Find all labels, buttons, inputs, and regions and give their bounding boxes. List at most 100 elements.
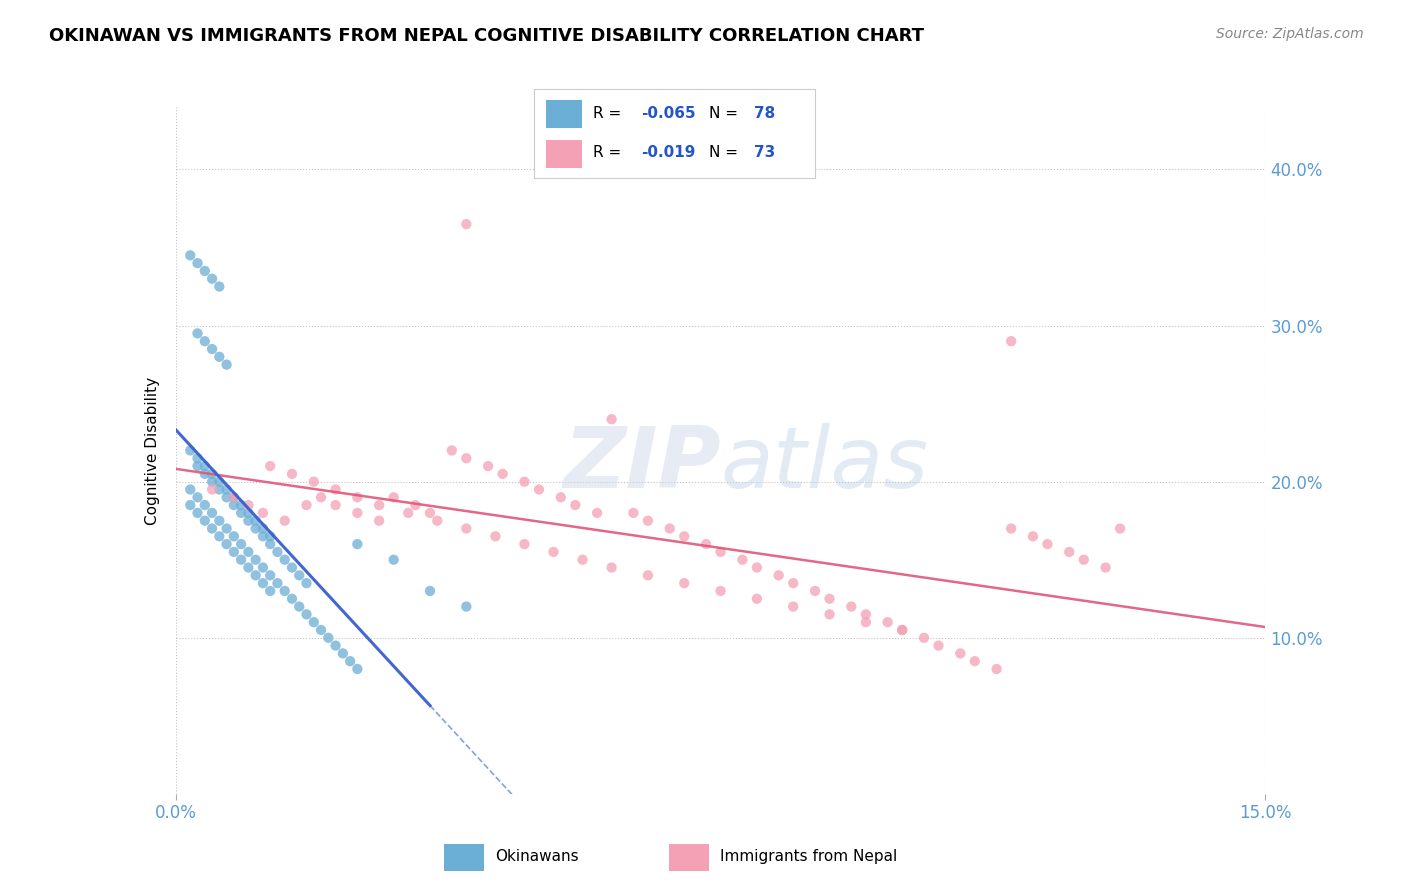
Point [550,490,572,504]
Point [266,576,288,591]
Point [201,475,224,489]
Point [194,458,217,473]
Point [600,560,623,574]
Point [245,514,267,528]
Point [745,591,768,606]
Point [281,591,304,606]
Point [382,552,405,567]
Point [1057,545,1080,559]
Point [325,498,347,512]
Point [782,576,804,591]
Point [963,654,986,668]
Point [208,483,231,497]
Point [274,583,297,598]
Point [1022,529,1045,543]
Point [456,217,478,231]
Point [1073,552,1095,567]
Point [309,490,332,504]
Point [231,506,253,520]
Point [201,521,224,535]
Point [295,576,318,591]
Point [208,514,231,528]
Point [949,646,972,660]
Point [208,350,231,364]
Point [346,506,368,520]
Point [238,560,260,574]
Text: ZIP: ZIP [562,423,721,506]
Point [456,451,478,466]
Point [252,576,274,591]
Point [186,458,209,473]
Point [673,576,696,591]
Point [266,545,288,559]
Point [215,537,238,551]
Point [252,529,274,543]
Point [194,467,217,481]
Text: atlas: atlas [721,423,928,506]
Text: Immigrants from Nepal: Immigrants from Nepal [720,849,897,863]
Point [222,498,245,512]
Point [855,607,877,622]
FancyBboxPatch shape [546,140,582,168]
FancyBboxPatch shape [444,844,484,871]
Point [1036,537,1059,551]
Point [201,271,224,285]
Point [238,514,260,528]
Point [231,552,253,567]
Point [673,529,696,543]
Point [600,412,623,426]
Text: Okinawans: Okinawans [495,849,578,863]
Point [186,506,209,520]
Point [804,583,827,598]
Point [456,521,478,535]
Point [215,490,238,504]
Point [745,560,768,574]
Point [179,248,201,262]
Point [855,615,877,630]
Point [564,498,586,512]
Point [238,545,260,559]
Point [281,560,304,574]
Text: 73: 73 [754,145,775,161]
Point [405,498,427,512]
Point [841,599,863,614]
Point [215,483,238,497]
Point [179,443,201,458]
Point [818,591,841,606]
Point [456,599,478,614]
Point [419,583,441,598]
Point [332,646,354,660]
Point [513,475,536,489]
Y-axis label: Cognitive Disability: Cognitive Disability [145,376,160,524]
Text: -0.019: -0.019 [641,145,696,161]
Point [419,506,441,520]
Point [208,279,231,293]
Point [513,537,536,551]
Point [274,552,297,567]
Point [252,506,274,520]
Point [288,568,311,582]
Point [484,529,506,543]
Point [222,490,245,504]
Point [658,521,681,535]
Point [259,583,281,598]
Point [325,483,347,497]
Point [194,334,217,348]
FancyBboxPatch shape [546,100,582,128]
Point [368,514,391,528]
Point [222,545,245,559]
Point [245,552,267,567]
Point [710,583,733,598]
Point [426,514,449,528]
Point [194,498,217,512]
Point [768,568,790,582]
Point [339,654,361,668]
Text: N =: N = [709,106,742,121]
Point [194,514,217,528]
Text: -0.065: -0.065 [641,106,696,121]
Point [1109,521,1132,535]
Point [621,506,644,520]
Point [586,506,609,520]
Point [1000,521,1022,535]
Point [245,521,267,535]
